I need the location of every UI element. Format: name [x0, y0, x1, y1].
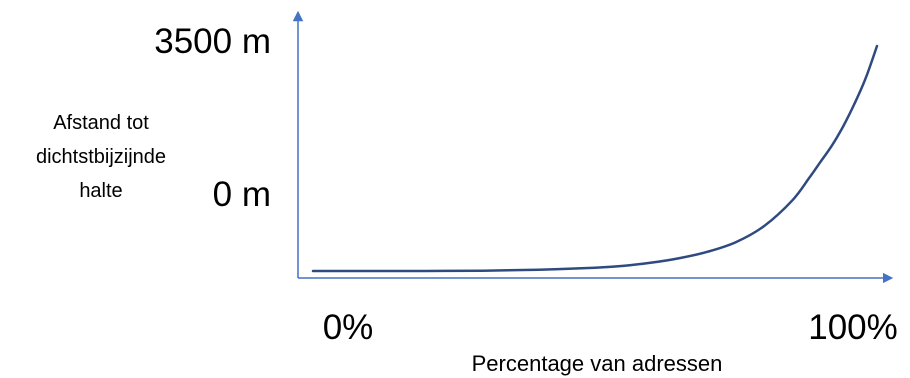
y-tick-label-top: 3500 m: [154, 22, 271, 61]
y-axis-label-line-1: Afstand tot: [53, 112, 149, 134]
y-axis-label-line-3: halte: [79, 180, 122, 202]
y-axis-label-line-2: dichtstbijzijnde: [36, 146, 166, 168]
x-tick-label-right: 100%: [808, 308, 898, 347]
x-axis-label: Percentage van adressen: [472, 351, 723, 376]
y-tick-label-bottom: 0 m: [213, 175, 271, 214]
series-line: [311, 44, 879, 273]
x-tick-label-left: 0%: [323, 308, 374, 347]
